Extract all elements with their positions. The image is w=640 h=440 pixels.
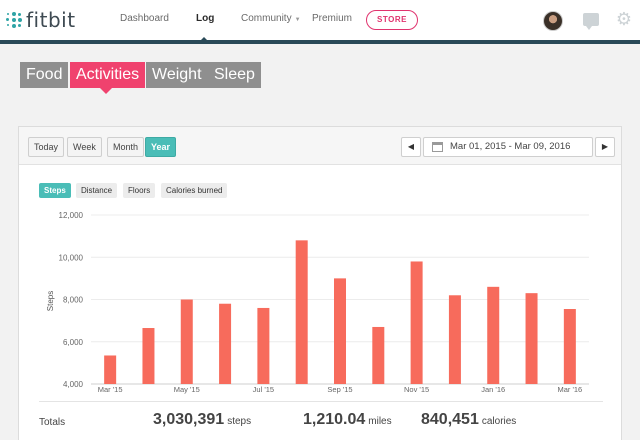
x-tick-label: Sep '15 [327, 385, 352, 394]
tab-sleep[interactable]: Sleep [208, 62, 261, 88]
totals-label: Totals [39, 417, 66, 428]
range-today-button[interactable]: Today [28, 137, 65, 157]
x-tick-label: Nov '15 [404, 385, 429, 394]
x-tick-label: Jan '16 [481, 385, 505, 394]
active-tab-indicator [100, 88, 112, 94]
total-miles: 1,210.04 miles [303, 411, 392, 429]
chevron-down-icon: ▼ [294, 17, 301, 23]
steps-bar[interactable] [410, 261, 423, 384]
steps-bar[interactable] [180, 299, 193, 385]
steps-bar[interactable] [257, 307, 270, 384]
previous-range-button[interactable]: ◀ [401, 137, 421, 157]
tab-activities[interactable]: Activities [70, 62, 146, 88]
range-week-button[interactable]: Week [67, 137, 102, 157]
metric-calories-button[interactable]: Calories burned [161, 183, 228, 198]
y-tick-label: 8,000 [63, 296, 84, 305]
logo-text: fitbit [26, 8, 76, 32]
x-tick-label: Jul '15 [253, 385, 274, 394]
nav-community-label: Community [241, 13, 292, 24]
steps-bar[interactable] [334, 278, 346, 384]
date-range-text: Mar 01, 2015 - Mar 09, 2016 [450, 141, 571, 152]
next-range-button[interactable]: ▶ [595, 137, 615, 157]
steps-bar[interactable] [142, 328, 155, 384]
x-tick-label: May '15 [174, 385, 200, 394]
user-avatar[interactable] [543, 11, 563, 31]
total-miles-value: 1,210.04 [303, 411, 366, 428]
metric-steps-button[interactable]: Steps [39, 183, 71, 198]
steps-bar[interactable] [104, 355, 117, 384]
date-range-picker[interactable]: Mar 01, 2015 - Mar 09, 2016 [423, 137, 593, 157]
total-steps: 3,030,391 steps [153, 411, 251, 429]
chevron-right-icon: ▶ [601, 142, 609, 151]
gear-icon[interactable]: ⚙ [615, 9, 633, 29]
calendar-icon [432, 142, 443, 152]
y-tick-label: 4,000 [63, 380, 84, 389]
range-month-button[interactable]: Month [107, 137, 145, 157]
steps-bar[interactable] [295, 240, 308, 384]
y-tick-label: 10,000 [59, 253, 84, 262]
range-year-button[interactable]: Year [145, 137, 177, 157]
total-calories: 840,451 calories [421, 411, 516, 429]
store-button[interactable]: STORE [366, 10, 418, 30]
top-nav-bar: fitbit Dashboard Log Community ▼ Premium … [0, 0, 640, 44]
y-tick-label: 12,000 [59, 211, 84, 220]
steps-bar[interactable] [563, 309, 576, 384]
x-tick-label: Mar '16 [557, 385, 582, 394]
card-toolbar: Today Week Month Year ◀ Mar 01, 2015 - M… [19, 127, 621, 165]
nav-community[interactable]: Community ▼ [241, 13, 301, 24]
total-calories-value: 840,451 [421, 411, 479, 428]
active-nav-indicator [198, 37, 210, 43]
y-axis-label: Steps [46, 291, 55, 311]
chat-bubble-icon[interactable] [583, 13, 599, 30]
tab-weight[interactable]: Weight [146, 62, 208, 88]
total-steps-value: 3,030,391 [153, 411, 225, 428]
metric-distance-button[interactable]: Distance [76, 183, 118, 198]
fitbit-logo[interactable]: fitbit [6, 8, 76, 32]
steps-bar[interactable] [219, 303, 232, 384]
totals-divider [39, 401, 603, 402]
nav-log[interactable]: Log [196, 13, 215, 24]
fitbit-logo-icon [6, 12, 22, 28]
steps-bar[interactable] [372, 326, 385, 384]
activity-chart-card: Today Week Month Year ◀ Mar 01, 2015 - M… [18, 126, 622, 440]
y-tick-label: 6,000 [63, 338, 84, 347]
steps-bar[interactable] [525, 293, 538, 384]
steps-bar-chart: 4,000 6,000 8,000 10,000 12,000 Mar '15 May '… [46, 211, 589, 394]
x-tick-label: Mar '15 [98, 385, 123, 394]
steps-bar[interactable] [448, 295, 461, 384]
steps-bar[interactable] [487, 286, 500, 384]
tab-food[interactable]: Food [20, 62, 69, 88]
nav-premium[interactable]: Premium [312, 13, 353, 24]
nav-dashboard[interactable]: Dashboard [120, 13, 169, 24]
total-calories-unit: calories [481, 416, 517, 427]
total-miles-unit: miles [368, 416, 392, 427]
chevron-left-icon: ◀ [407, 142, 415, 151]
total-steps-unit: steps [227, 416, 252, 427]
metric-floors-button[interactable]: Floors [123, 183, 156, 198]
